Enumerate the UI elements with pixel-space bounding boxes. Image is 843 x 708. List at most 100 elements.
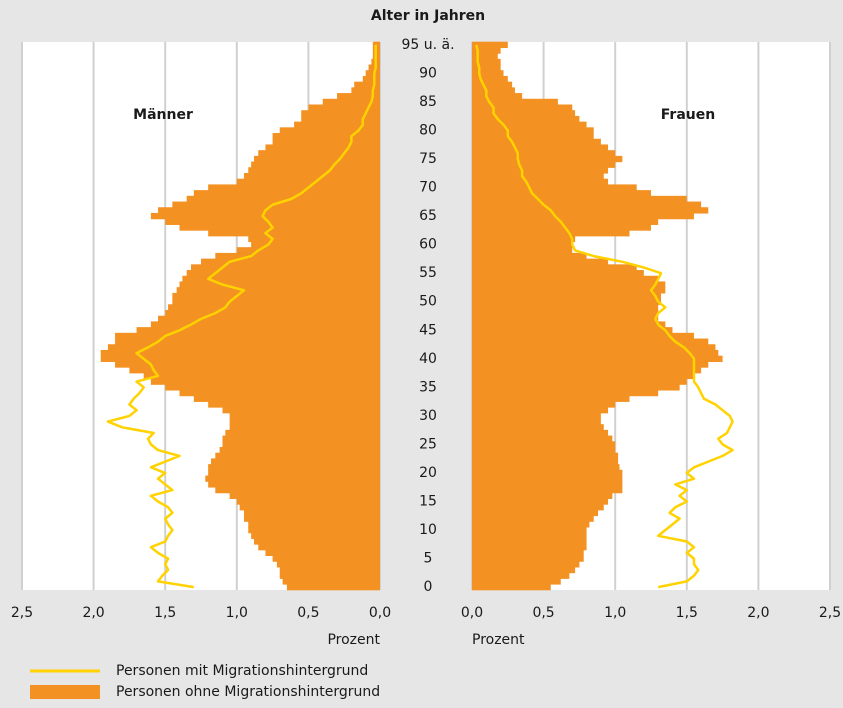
x-tick-label: 2,0 [747,605,769,621]
bar [229,424,380,431]
bar [472,241,573,248]
bar [472,155,623,163]
legend-label: Personen mit Migrationshintergrund [116,663,368,679]
bar [150,321,380,328]
bar [229,412,380,420]
bar [472,53,498,60]
x-tick-label: 0,0 [461,605,483,621]
bar [222,441,380,448]
bar [301,110,380,117]
y-tick-label: 0 [424,579,433,595]
bar [472,127,594,134]
bar [472,178,609,186]
bar [472,195,687,203]
bar [186,195,380,203]
bar [472,361,709,368]
bar [239,504,380,511]
bar [322,98,380,106]
bar [172,292,380,300]
bar [472,58,501,66]
y-tick-label: 60 [419,237,437,253]
y-tick-label: 70 [419,180,437,196]
bar [472,389,659,397]
bar [472,75,508,83]
bar [472,218,659,225]
bar [472,230,630,237]
y-tick-label: 35 [419,379,437,395]
bar [190,264,380,271]
y-tick-label: 20 [419,465,437,481]
bar [472,309,659,317]
bar [472,498,609,505]
bar [472,401,616,408]
x-tick-label: 2,5 [11,605,33,621]
bar [272,138,380,146]
bar [472,207,709,214]
bar [472,190,651,197]
bar [472,378,687,385]
y-tick-label: 95 u. ä. [401,37,454,53]
bar [472,344,716,351]
bar [472,298,662,305]
bar [354,81,380,88]
bar [143,372,380,380]
bar [236,498,380,505]
bar [472,115,580,123]
bar [115,332,380,340]
bar [258,150,380,157]
bar [279,566,380,574]
line [475,44,734,589]
bar [472,446,616,454]
bar [472,81,513,88]
bar [222,407,380,414]
bar [472,315,659,323]
bar [472,252,587,260]
y-tick-label: 40 [419,351,437,367]
bar [337,93,380,100]
x-tick-label: 2,0 [82,605,104,621]
bar [472,144,609,151]
bar [472,561,580,568]
bar [158,207,380,214]
bar [472,521,590,528]
bar [158,315,380,323]
bar [472,224,651,231]
bar [236,247,380,254]
bar [472,407,609,414]
bar [472,418,601,425]
bar [211,458,380,465]
bar [472,555,584,562]
bar [472,64,501,71]
bar [472,367,702,374]
bar [472,70,504,77]
bar [472,121,587,128]
bar [472,287,666,294]
bar [472,515,594,522]
bar [272,133,380,140]
bar [172,298,380,305]
bar [100,355,380,362]
bar [472,150,616,157]
y-tick-label: 65 [419,208,437,224]
bar [201,258,380,265]
bar [208,184,380,191]
x-axis-title: Prozent [472,632,525,648]
bar [208,481,380,488]
y-tick-label: 50 [419,294,437,310]
bar [472,486,623,494]
bar [208,469,380,477]
bar [472,212,694,220]
bar [472,384,680,391]
bar [365,70,380,77]
bar [186,270,380,277]
bar [294,121,380,128]
legend-label: Personen ohne Migrationshintergrund [116,684,380,700]
bar [248,521,380,528]
bar [472,526,587,534]
y-tick-label: 80 [419,122,437,138]
bar [472,98,558,106]
bar [229,418,380,425]
y-tick-label: 30 [419,408,437,424]
bar [136,327,380,334]
